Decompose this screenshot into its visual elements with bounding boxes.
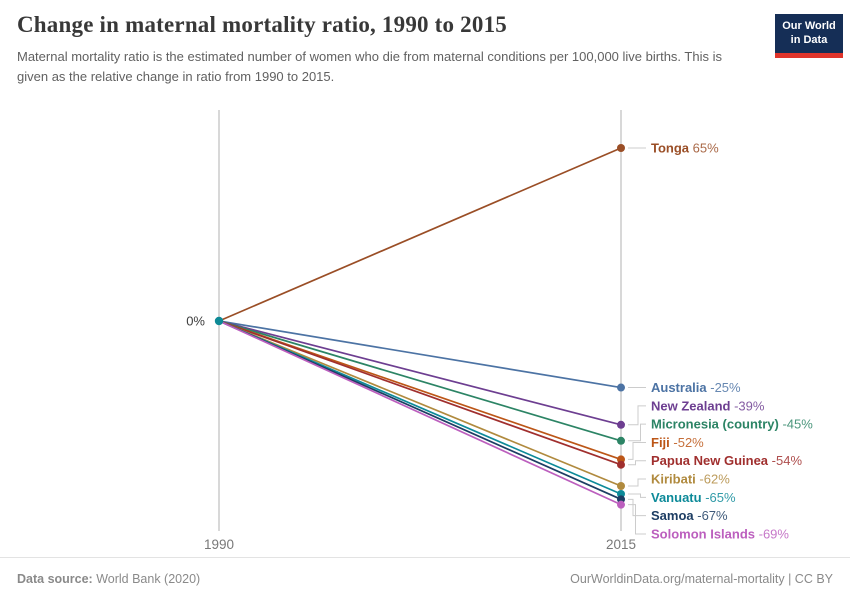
series-dot-tonga[interactable] xyxy=(617,144,625,152)
label-connector-new-zealand xyxy=(628,405,646,426)
series-dot-new-zealand[interactable] xyxy=(617,420,625,429)
origin-dot[interactable] xyxy=(214,316,224,326)
owid-logo-line1: Our World xyxy=(782,20,836,32)
series-label-tonga[interactable]: Tonga 65% xyxy=(651,141,719,156)
label-connector-fiji xyxy=(628,441,646,460)
series-line-tonga[interactable] xyxy=(218,147,622,322)
label-connector-micronesia-country- xyxy=(628,423,646,442)
series-line-new-zealand[interactable] xyxy=(218,320,622,426)
slope-chart-area[interactable]: 1990 2015 0% Tonga 65% Australia -25% New Zea… xyxy=(0,95,850,560)
chart-title: Change in maternal mortality ratio, 1990… xyxy=(17,12,507,37)
slope-chart-svg[interactable]: 1990 2015 0% Tonga 65% Australia -25% New Zea… xyxy=(0,95,850,560)
data-source-prefix: Data source: xyxy=(17,572,93,586)
series-dot-micronesia-country-[interactable] xyxy=(617,436,625,445)
owid-logo-line2: in Data xyxy=(790,33,828,46)
data-source-value: World Bank (2020) xyxy=(92,572,201,586)
series-label-australia[interactable]: Australia -25% xyxy=(651,380,741,395)
zero-percent-label: 0% xyxy=(186,314,205,329)
series-line-kiribati[interactable] xyxy=(218,320,622,487)
series-line-solomon-islands[interactable] xyxy=(218,320,622,506)
tick-label-2015: 2015 xyxy=(606,537,636,552)
chart-footer: Data source: World Bank (2020) OurWorldi… xyxy=(0,557,850,600)
series-label-new-zealand[interactable]: New Zealand -39% xyxy=(651,398,765,413)
owid-logo[interactable]: Our World in Data xyxy=(775,14,843,58)
label-connector-vanuatu xyxy=(628,493,646,498)
series-label-kiribati[interactable]: Kiribati -62% xyxy=(651,472,730,487)
label-connector-solomon-islands xyxy=(628,504,646,535)
series-dot-papua-new-guinea[interactable] xyxy=(617,460,625,469)
series-line-micronesia-country-[interactable] xyxy=(218,320,622,442)
label-connector-samoa xyxy=(628,498,646,517)
series-label-papua-new-guinea[interactable]: Papua New Guinea -54% xyxy=(651,453,802,468)
series-label-fiji[interactable]: Fiji -52% xyxy=(651,435,704,450)
series-dot-solomon-islands[interactable] xyxy=(617,500,625,509)
citation-text[interactable]: OurWorldinData.org/maternal-mortality | … xyxy=(570,572,833,586)
series-line-australia[interactable] xyxy=(218,320,622,389)
series-label-solomon-islands[interactable]: Solomon Islands -69% xyxy=(651,526,789,541)
label-connector-kiribati xyxy=(628,478,646,487)
chart-subtitle: Maternal mortality ratio is the estimate… xyxy=(17,49,722,84)
chart-header: Change in maternal mortality ratio, 1990… xyxy=(17,12,767,86)
series-dot-kiribati[interactable] xyxy=(617,482,625,491)
series-line-papua-new-guinea[interactable] xyxy=(218,320,622,466)
data-source-text: Data source: World Bank (2020) xyxy=(17,572,200,586)
series-label-samoa[interactable]: Samoa -67% xyxy=(651,508,728,523)
label-connector-papua-new-guinea xyxy=(628,460,646,466)
series-dot-australia[interactable] xyxy=(617,383,625,392)
tick-label-1990: 1990 xyxy=(204,537,234,552)
series-label-micronesia-country-[interactable]: Micronesia (country) -45% xyxy=(651,417,813,432)
series-label-vanuatu[interactable]: Vanuatu -65% xyxy=(651,490,736,505)
